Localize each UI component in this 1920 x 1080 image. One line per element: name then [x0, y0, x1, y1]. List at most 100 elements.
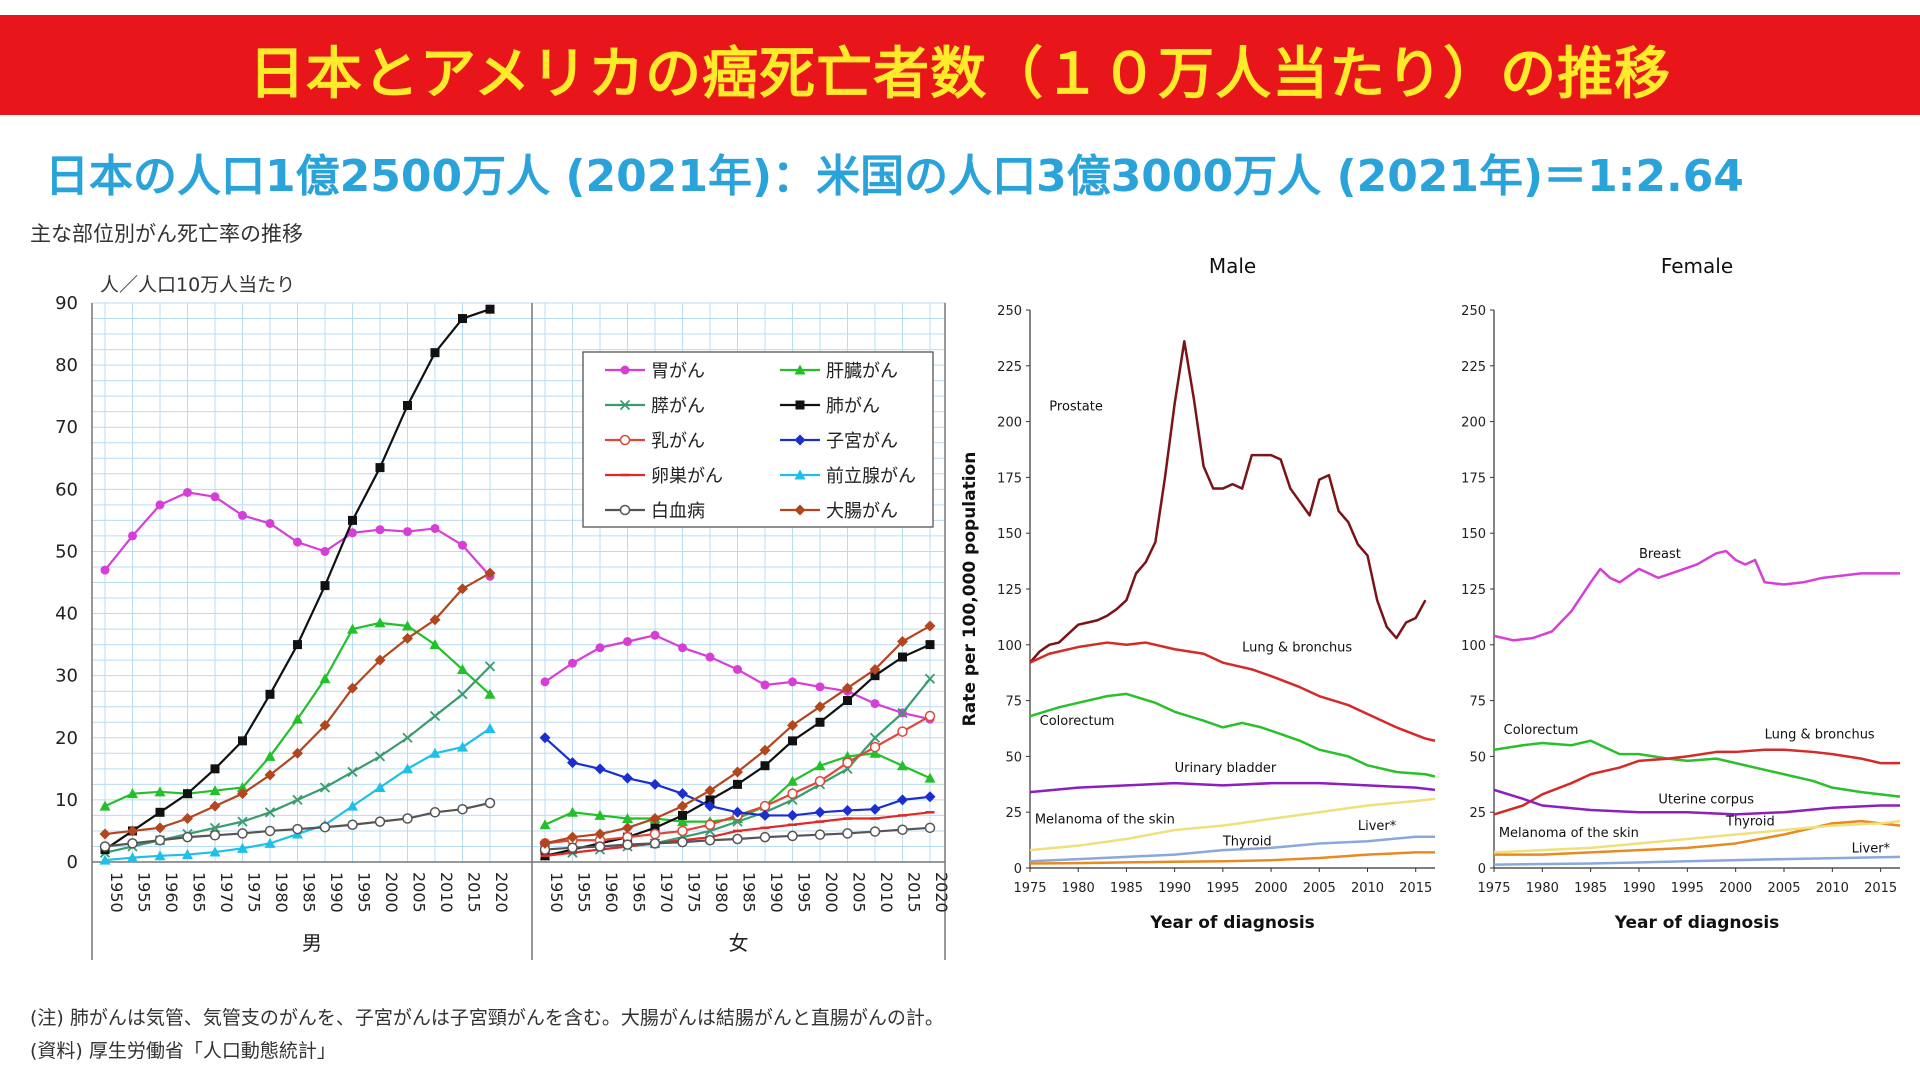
data-point: [677, 800, 688, 812]
series-line: [1029, 641, 1436, 742]
data-point: [619, 399, 631, 411]
data-point: [127, 825, 138, 837]
data-point: [733, 779, 742, 789]
data-point: [897, 726, 908, 737]
x-tick-label: 1970: [657, 872, 676, 913]
x-tick-label: 1990: [767, 872, 786, 913]
us-chart-title: Female: [1661, 254, 1733, 278]
data-point: [567, 757, 578, 769]
data-point: [733, 664, 742, 674]
legend-label: 白血病: [651, 501, 705, 522]
data-point: [567, 831, 578, 843]
data-point: [898, 652, 907, 662]
x-tick-label: 1980: [1526, 881, 1559, 896]
data-point: [897, 760, 908, 771]
x-tick-label: 1955: [135, 872, 154, 913]
y-tick-label: 75: [1005, 695, 1022, 710]
data-point: [237, 842, 248, 853]
data-point: [787, 788, 798, 799]
x-tick-label: 1960: [602, 872, 621, 913]
y-tick-label: 225: [997, 360, 1022, 375]
data-point: [623, 637, 632, 647]
data-point: [403, 400, 412, 410]
y-tick-label: 150: [997, 527, 1022, 542]
data-point: [924, 620, 936, 632]
series-label: Melanoma of the skin: [1035, 812, 1175, 827]
data-point: [485, 304, 495, 314]
data-point: [99, 800, 111, 811]
data-point: [264, 825, 276, 837]
data-point: [182, 813, 193, 825]
series-label: Lung & bronchus: [1765, 728, 1875, 743]
x-tick-label: 1970: [217, 872, 236, 913]
data-point: [183, 789, 192, 799]
x-tick-label: 1975: [245, 872, 264, 913]
series-line: [1029, 781, 1436, 794]
data-point: [374, 751, 386, 762]
data-point: [264, 750, 276, 761]
x-tick-label: 2010: [1816, 881, 1849, 896]
data-point: [794, 504, 806, 516]
series-line: [1029, 692, 1436, 778]
data-point: [429, 747, 441, 758]
data-point: [237, 828, 248, 839]
data-point: [924, 710, 936, 722]
x-tick-label: 2010: [437, 872, 456, 913]
data-point: [429, 639, 441, 650]
series-大腸がん: [99, 567, 496, 840]
x-tick-label: 1985: [300, 872, 319, 913]
series-line: [1029, 339, 1427, 664]
data-point: [402, 732, 413, 743]
series-melanoma-of-the-skin: [1029, 797, 1436, 852]
y-axis-title: Rate per 100,000 population: [960, 452, 980, 727]
data-point: [842, 757, 853, 768]
data-point: [293, 537, 302, 547]
data-point: [705, 795, 715, 805]
data-point: [677, 788, 688, 800]
series-line: [1493, 549, 1900, 642]
y-tick-label: 50: [1005, 750, 1022, 765]
data-point: [457, 689, 468, 700]
x-tick-label: 1975: [685, 872, 704, 913]
y-tick-label: 100: [997, 639, 1022, 654]
data-point: [649, 838, 661, 849]
data-point: [484, 688, 496, 699]
data-point: [677, 825, 688, 837]
data-point: [897, 794, 908, 806]
x-tick-label: 2015: [1864, 881, 1897, 896]
data-point: [375, 525, 385, 535]
series-label: Colorectum: [1504, 723, 1579, 738]
data-point: [649, 778, 661, 790]
data-point: [429, 807, 441, 818]
series-liver-: [1029, 835, 1435, 863]
data-point: [842, 804, 853, 816]
data-point: [237, 816, 248, 827]
data-point: [374, 617, 386, 628]
data-point: [869, 803, 881, 815]
x-tick-label: 2015: [465, 872, 484, 913]
x-tick-label: 1965: [630, 872, 649, 913]
series-label: Uterine corpus: [1658, 792, 1754, 807]
data-point: [403, 527, 412, 537]
y-tick-label: 100: [1461, 639, 1486, 654]
data-point: [759, 831, 771, 843]
data-point: [347, 623, 358, 634]
legend-label: 肺がん: [826, 396, 880, 417]
series-line: [1493, 788, 1900, 816]
data-point: [100, 565, 110, 575]
legend-label: 前立腺がん: [826, 466, 916, 487]
x-tick-label: 1950: [107, 872, 126, 913]
data-point: [678, 643, 687, 653]
data-point: [759, 800, 771, 812]
y-tick-label: 40: [55, 604, 78, 625]
data-point: [99, 841, 111, 852]
page-title: 日本とアメリカの癌死亡者数（１０万人当たり）の推移: [248, 42, 1672, 107]
y-tick-label: 0: [1478, 862, 1486, 877]
source-line: (資料) 厚生労働省「人口動態統計」: [30, 1040, 336, 1062]
x-tick-label: 1960: [162, 872, 181, 913]
series-胃がん: [100, 487, 495, 581]
x-tick-label: 2000: [382, 872, 401, 913]
data-point: [457, 803, 468, 815]
x-tick-label: 2005: [850, 872, 869, 913]
series-label: Liver*: [1852, 841, 1891, 856]
